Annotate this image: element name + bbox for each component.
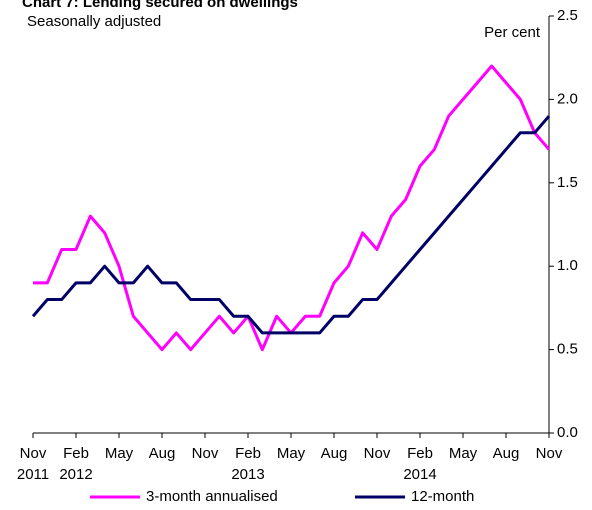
y-tick-label: 2.5 [557, 7, 578, 24]
x-tick-label: Nov [364, 445, 391, 462]
x-tick-label: Nov [536, 445, 563, 462]
x-tick-label: Feb [63, 445, 89, 462]
x-tick-label: Feb [235, 445, 261, 462]
x-year-label: 2011 [17, 466, 49, 483]
x-tick-label: Nov [20, 445, 47, 462]
y-tick-label: 2.0 [557, 90, 578, 107]
x-tick-label: Aug [149, 445, 176, 462]
x-year-label: 2013 [231, 466, 264, 483]
x-year-label: 2014 [403, 466, 436, 483]
x-tick-label: May [277, 445, 306, 462]
chart-subtitle: Seasonally adjusted [27, 13, 161, 30]
y-tick-label: 0.5 [557, 341, 578, 358]
y-tick-label: 0.0 [557, 424, 578, 441]
x-year-label: 2012 [59, 466, 92, 483]
legend-label: 12-month [411, 488, 474, 505]
legend-label: 3-month annualised [146, 488, 278, 505]
x-tick-label: Aug [493, 445, 520, 462]
y-axis-label: Per cent [484, 24, 541, 41]
data-line [31, 115, 551, 335]
x-tick-label: Aug [321, 445, 348, 462]
y-tick-label: 1.5 [557, 174, 578, 191]
data-line [33, 64, 551, 352]
x-tick-label: Nov [192, 445, 219, 462]
x-tick-label: May [449, 445, 478, 462]
chart-title: Chart 7: Lending secured on dwellings [22, 0, 298, 11]
x-tick-label: May [105, 445, 134, 462]
y-tick-label: 1.0 [557, 257, 578, 274]
x-tick-label: Feb [407, 445, 433, 462]
